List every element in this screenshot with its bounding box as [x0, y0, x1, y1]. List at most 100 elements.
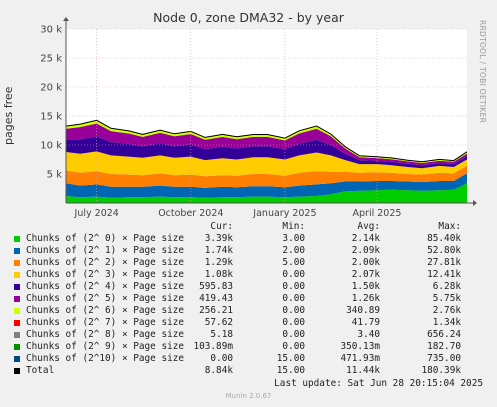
legend-cur: 0.00	[210, 353, 233, 364]
legend-max: 1.34k	[432, 317, 461, 328]
y-tick-label: 5 k	[47, 170, 63, 181]
x-axis-arrow	[473, 200, 477, 206]
legend-label: Chunks of (2^ 4) × Page size	[26, 281, 185, 292]
legend-cur: 8.84k	[204, 365, 233, 376]
legend-cur: 1.74k	[204, 245, 233, 256]
legend-max: 6.28k	[432, 281, 461, 292]
series-area-0	[66, 183, 467, 203]
x-tick-label: October 2024	[158, 208, 223, 219]
legend-cur: 595.83	[199, 281, 233, 292]
legend-swatch	[14, 308, 20, 314]
legend-avg: 2.09k	[351, 245, 380, 256]
legend-avg: 471.93m	[340, 353, 380, 364]
series-area-2	[66, 165, 467, 188]
legend-cur: 1.08k	[204, 269, 233, 280]
legend-min: 0.00	[282, 269, 305, 280]
legend-label: Chunks of (2^ 3) × Page size	[26, 269, 185, 280]
legend-min: 3.00	[282, 233, 305, 244]
legend-label: Chunks of (2^ 0) × Page size	[26, 233, 185, 244]
legend-label: Chunks of (2^ 2) × Page size	[26, 257, 185, 268]
legend-min: 0.00	[282, 329, 305, 340]
legend-max: 27.81k	[427, 257, 461, 268]
legend-cur: 1.29k	[204, 257, 233, 268]
legend-swatch	[14, 332, 20, 338]
series-area-1	[66, 173, 467, 198]
legend-min: 2.00	[282, 245, 305, 256]
x-tick-label: April 2025	[353, 208, 402, 219]
legend-header-max: Max:	[438, 221, 461, 232]
legend-avg: 41.79	[351, 317, 380, 328]
series-area-5	[66, 123, 467, 166]
legend-label: Chunks of (2^ 1) × Page size	[26, 245, 185, 256]
legend-max: 182.70	[427, 341, 461, 352]
legend-avg: 2.00k	[351, 257, 380, 268]
legend-min: 0.00	[282, 341, 305, 352]
legend-avg: 1.26k	[351, 293, 380, 304]
legend-label: Total	[26, 365, 55, 376]
legend-min: 0.00	[282, 293, 305, 304]
legend-avg: 3.40	[357, 329, 380, 340]
side-credit: RRDTOOL / TOBI OETIKER	[478, 20, 487, 124]
legend-max: 180.39k	[421, 365, 461, 376]
legend-swatch	[14, 236, 20, 242]
legend-max: 5.75k	[432, 293, 461, 304]
legend-max: 2.76k	[432, 305, 461, 316]
legend-min: 0.00	[282, 317, 305, 328]
legend-cur: 103.89m	[193, 341, 233, 352]
legend-min: 15.00	[276, 353, 305, 364]
legend-max: 656.24	[427, 329, 461, 340]
legend-cur: 57.62	[204, 317, 233, 328]
total-line	[65, 119, 468, 163]
y-tick-label: 10 k	[40, 141, 62, 152]
series-area-4	[66, 136, 467, 169]
series-area-3	[66, 151, 467, 177]
footer: Munin 2.0.67	[225, 392, 272, 400]
legend-swatch	[14, 368, 20, 374]
legend-avg: 1.50k	[351, 281, 380, 292]
legend-label: Chunks of (2^ 5) × Page size	[26, 293, 185, 304]
legend-min: 0.00	[282, 281, 305, 292]
legend-max: 85.40k	[427, 233, 461, 244]
y-axis-arrow	[63, 17, 69, 21]
x-tick-label: July 2024	[74, 208, 119, 219]
legend-cur: 256.21	[199, 305, 233, 316]
legend-avg: 11.44k	[346, 365, 380, 376]
legend-label: Chunks of (2^ 9) × Page size	[26, 341, 185, 352]
legend-cur: 419.43	[199, 293, 233, 304]
legend-label: Chunks of (2^ 8) × Page size	[26, 329, 185, 340]
y-tick-label: 25 k	[40, 54, 62, 65]
x-tick-label: January 2025	[252, 208, 316, 219]
legend-swatch	[14, 296, 20, 302]
y-tick-label: 20 k	[40, 83, 62, 94]
legend-max: 52.80k	[427, 245, 461, 256]
legend-swatch	[14, 284, 20, 290]
y-tick-label: 15 k	[40, 112, 62, 123]
chart-title: Node 0, zone DMA32 - by year	[153, 10, 344, 25]
legend-label: Chunks of (2^ 7) × Page size	[26, 317, 185, 328]
legend-label: Chunks of (2^10) × Page size	[26, 353, 185, 364]
legend-swatch	[14, 344, 20, 350]
legend-swatch	[14, 272, 20, 278]
legend-max: 735.00	[427, 353, 461, 364]
legend-max: 12.41k	[427, 269, 461, 280]
legend-avg: 340.89	[346, 305, 380, 316]
legend-swatch	[14, 260, 20, 266]
legend-swatch	[14, 320, 20, 326]
legend-min: 5.00	[282, 257, 305, 268]
legend-cur: 5.18	[210, 329, 233, 340]
legend-header-min: Min:	[282, 221, 305, 232]
legend-min: 0.00	[282, 305, 305, 316]
legend-label: Chunks of (2^ 6) × Page size	[26, 305, 185, 316]
legend-cur: 3.39k	[204, 233, 233, 244]
legend-avg: 2.07k	[351, 269, 380, 280]
legend-header-avg: Avg:	[357, 221, 380, 232]
last-update: Last update: Sat Jun 28 20:15:04 2025	[274, 378, 483, 389]
legend-avg: 350.13m	[340, 341, 380, 352]
y-tick-label: 30 k	[40, 25, 62, 36]
legend-swatch	[14, 356, 20, 362]
legend-min: 15.00	[276, 365, 305, 376]
legend-header-cur: Cur:	[210, 221, 233, 232]
legend-avg: 2.14k	[351, 233, 380, 244]
chart-plot: 5 k 10 k 15 k 20 k 25 k 30 k July 2024 October …	[40, 17, 477, 219]
legend-swatch	[14, 248, 20, 254]
